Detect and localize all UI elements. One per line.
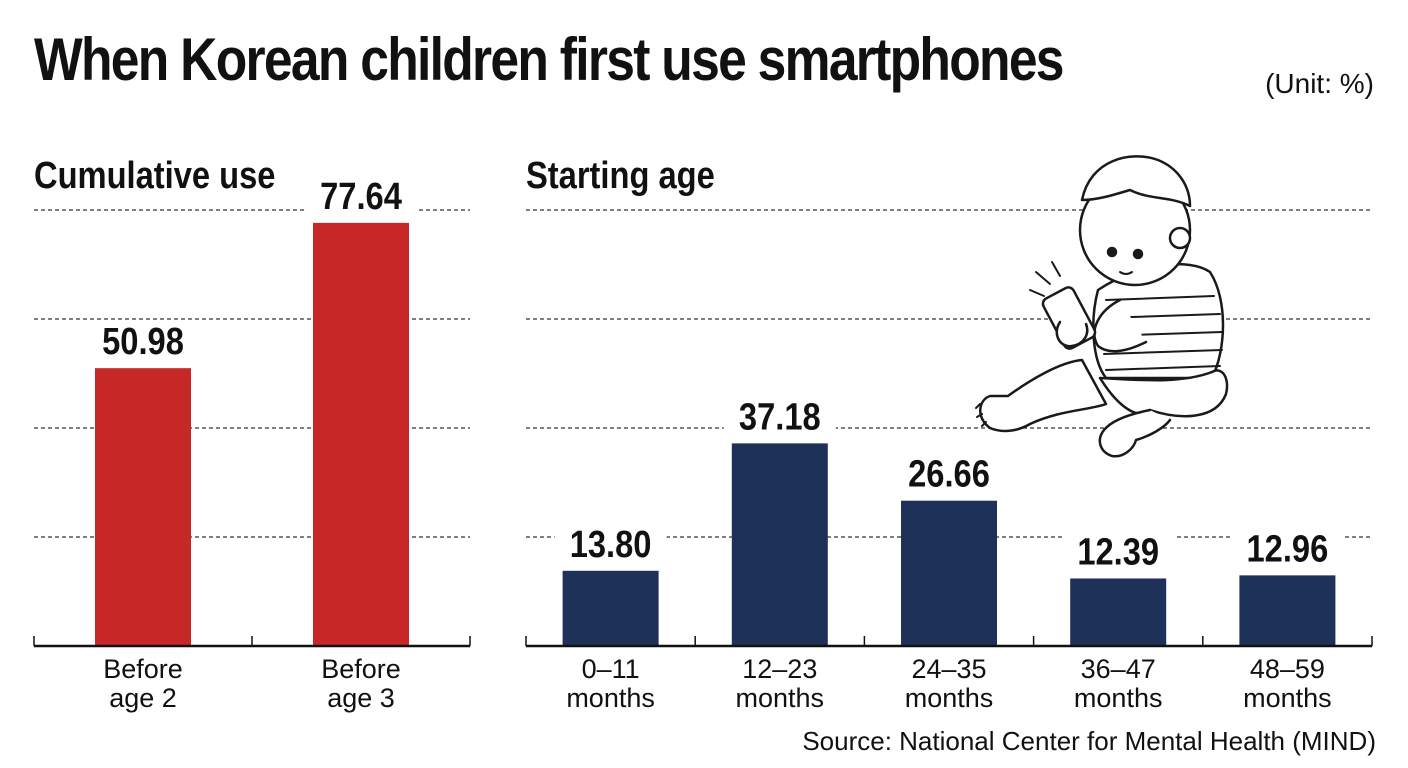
category-label: months <box>1074 683 1163 713</box>
category-label: 24–35 <box>911 654 986 684</box>
category-label: 12–23 <box>742 654 817 684</box>
category-label: 36–47 <box>1081 654 1156 684</box>
category-label: age 2 <box>109 683 177 713</box>
data-label: 12.96 <box>1247 527 1329 570</box>
data-label: 77.64 <box>320 175 402 218</box>
data-label: 37.18 <box>739 395 821 438</box>
bar <box>901 500 997 646</box>
panel-title: Cumulative use <box>34 154 275 197</box>
bar <box>95 368 191 646</box>
data-label: 26.66 <box>908 452 990 495</box>
category-label: months <box>905 683 994 713</box>
category-label: age 3 <box>327 683 395 713</box>
data-label: 13.80 <box>570 522 652 565</box>
source-note: Source: National Center for Mental Healt… <box>802 726 1376 756</box>
page-title: When Korean children first use smartphon… <box>34 26 1064 93</box>
data-label: 12.39 <box>1077 530 1159 573</box>
bar <box>1239 575 1336 646</box>
category-label: 48–59 <box>1250 654 1325 684</box>
category-label: Before <box>321 654 401 684</box>
bar <box>313 222 409 646</box>
bar <box>562 570 659 646</box>
bar <box>1070 578 1167 646</box>
category-label: 0–11 <box>582 654 640 684</box>
category-label: months <box>566 683 655 713</box>
category-label: months <box>736 683 825 713</box>
panel-title: Starting age <box>526 154 715 197</box>
category-label: Before <box>103 654 183 684</box>
category-label: months <box>1243 683 1332 713</box>
bar <box>731 443 828 646</box>
data-label: 50.98 <box>102 320 184 363</box>
unit-label: (Unit: %) <box>1265 68 1374 99</box>
